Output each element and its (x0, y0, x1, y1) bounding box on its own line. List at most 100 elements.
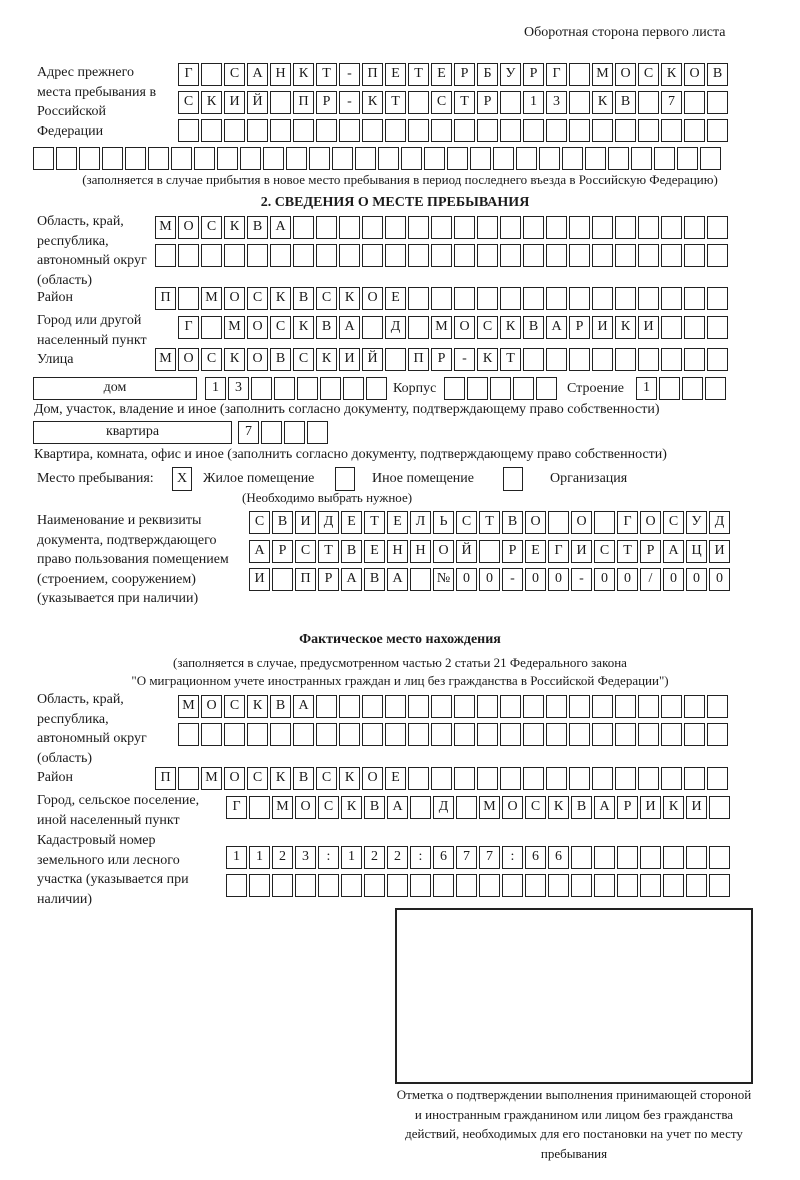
char-cell[interactable] (431, 244, 452, 267)
char-cell[interactable] (546, 216, 567, 239)
char-cell[interactable]: Й (456, 540, 477, 563)
building-row[interactable]: 1 (636, 377, 728, 400)
char-cell[interactable] (615, 216, 636, 239)
char-cell[interactable] (523, 287, 544, 310)
char-cell[interactable] (270, 244, 291, 267)
char-cell[interactable] (707, 91, 728, 114)
char-cell[interactable] (500, 723, 521, 746)
char-cell[interactable]: Г (178, 316, 199, 339)
char-cell[interactable] (454, 216, 475, 239)
char-cell[interactable]: И (249, 568, 270, 591)
char-cell[interactable]: К (270, 287, 291, 310)
char-cell[interactable] (663, 874, 684, 897)
char-cell[interactable] (477, 216, 498, 239)
char-cell[interactable] (615, 348, 636, 371)
char-cell[interactable] (615, 119, 636, 142)
char-cell[interactable]: С (295, 540, 316, 563)
char-cell[interactable]: О (454, 316, 475, 339)
char-cell[interactable] (705, 377, 726, 400)
char-cell[interactable] (523, 348, 544, 371)
char-cell[interactable]: Д (385, 316, 406, 339)
char-cell[interactable] (447, 147, 468, 170)
char-cell[interactable]: 6 (548, 846, 569, 869)
char-cell[interactable]: Т (617, 540, 638, 563)
char-cell[interactable] (615, 287, 636, 310)
char-cell[interactable] (56, 147, 77, 170)
char-cell[interactable]: Е (387, 511, 408, 534)
char-cell[interactable]: П (295, 568, 316, 591)
char-cell[interactable]: Д (318, 511, 339, 534)
char-cell[interactable]: О (502, 796, 523, 819)
char-cell[interactable] (408, 287, 429, 310)
char-cell[interactable] (700, 147, 721, 170)
document-row-3[interactable]: И П Р А В А № 0 0-0 0-0 0/0 0 0 (249, 568, 732, 591)
char-cell[interactable] (661, 695, 682, 718)
char-cell[interactable] (661, 119, 682, 142)
char-cell[interactable]: А (387, 796, 408, 819)
char-cell[interactable] (226, 874, 247, 897)
char-cell[interactable] (592, 695, 613, 718)
char-cell[interactable] (684, 91, 705, 114)
char-cell[interactable] (684, 244, 705, 267)
char-cell[interactable] (201, 316, 222, 339)
char-cell[interactable] (592, 216, 613, 239)
char-cell[interactable] (148, 147, 169, 170)
char-cell[interactable] (477, 723, 498, 746)
char-cell[interactable] (638, 91, 659, 114)
char-cell[interactable] (362, 244, 383, 267)
char-cell[interactable] (523, 767, 544, 790)
char-cell[interactable] (569, 287, 590, 310)
char-cell[interactable] (362, 216, 383, 239)
char-cell[interactable]: О (684, 63, 705, 86)
char-cell[interactable]: И (571, 540, 592, 563)
char-cell[interactable] (79, 147, 100, 170)
char-cell[interactable]: О (362, 767, 383, 790)
char-cell[interactable] (355, 147, 376, 170)
char-cell[interactable]: О (433, 540, 454, 563)
char-cell[interactable]: К (224, 348, 245, 371)
char-cell[interactable]: П (155, 287, 176, 310)
char-cell[interactable] (500, 216, 521, 239)
char-cell[interactable]: С (201, 348, 222, 371)
char-cell[interactable] (343, 377, 364, 400)
char-cell[interactable] (569, 119, 590, 142)
char-cell[interactable]: С (224, 695, 245, 718)
char-cell[interactable]: Р (318, 568, 339, 591)
char-cell[interactable] (546, 723, 567, 746)
char-cell[interactable]: С (431, 91, 452, 114)
char-cell[interactable]: Ц (686, 540, 707, 563)
char-cell[interactable] (548, 511, 569, 534)
char-cell[interactable]: В (293, 287, 314, 310)
char-cell[interactable]: В (502, 511, 523, 534)
char-cell[interactable] (539, 147, 560, 170)
char-cell[interactable] (408, 695, 429, 718)
char-cell[interactable] (385, 119, 406, 142)
char-cell[interactable] (569, 216, 590, 239)
char-cell[interactable] (536, 377, 557, 400)
char-cell[interactable] (562, 147, 583, 170)
char-cell[interactable] (500, 287, 521, 310)
char-cell[interactable] (178, 767, 199, 790)
char-cell[interactable] (661, 287, 682, 310)
char-cell[interactable]: Р (272, 540, 293, 563)
char-cell[interactable] (638, 287, 659, 310)
char-cell[interactable] (516, 147, 537, 170)
char-cell[interactable] (362, 119, 383, 142)
char-cell[interactable] (502, 874, 523, 897)
house-type-field[interactable]: дом (33, 377, 197, 400)
char-cell[interactable] (617, 846, 638, 869)
char-cell[interactable]: Т (385, 91, 406, 114)
char-cell[interactable]: К (615, 316, 636, 339)
char-cell[interactable] (592, 244, 613, 267)
char-cell[interactable] (316, 119, 337, 142)
char-cell[interactable] (684, 316, 705, 339)
char-cell[interactable] (385, 348, 406, 371)
char-cell[interactable] (500, 695, 521, 718)
char-cell[interactable]: М (272, 796, 293, 819)
char-cell[interactable] (569, 767, 590, 790)
char-cell[interactable] (546, 767, 567, 790)
char-cell[interactable] (592, 723, 613, 746)
